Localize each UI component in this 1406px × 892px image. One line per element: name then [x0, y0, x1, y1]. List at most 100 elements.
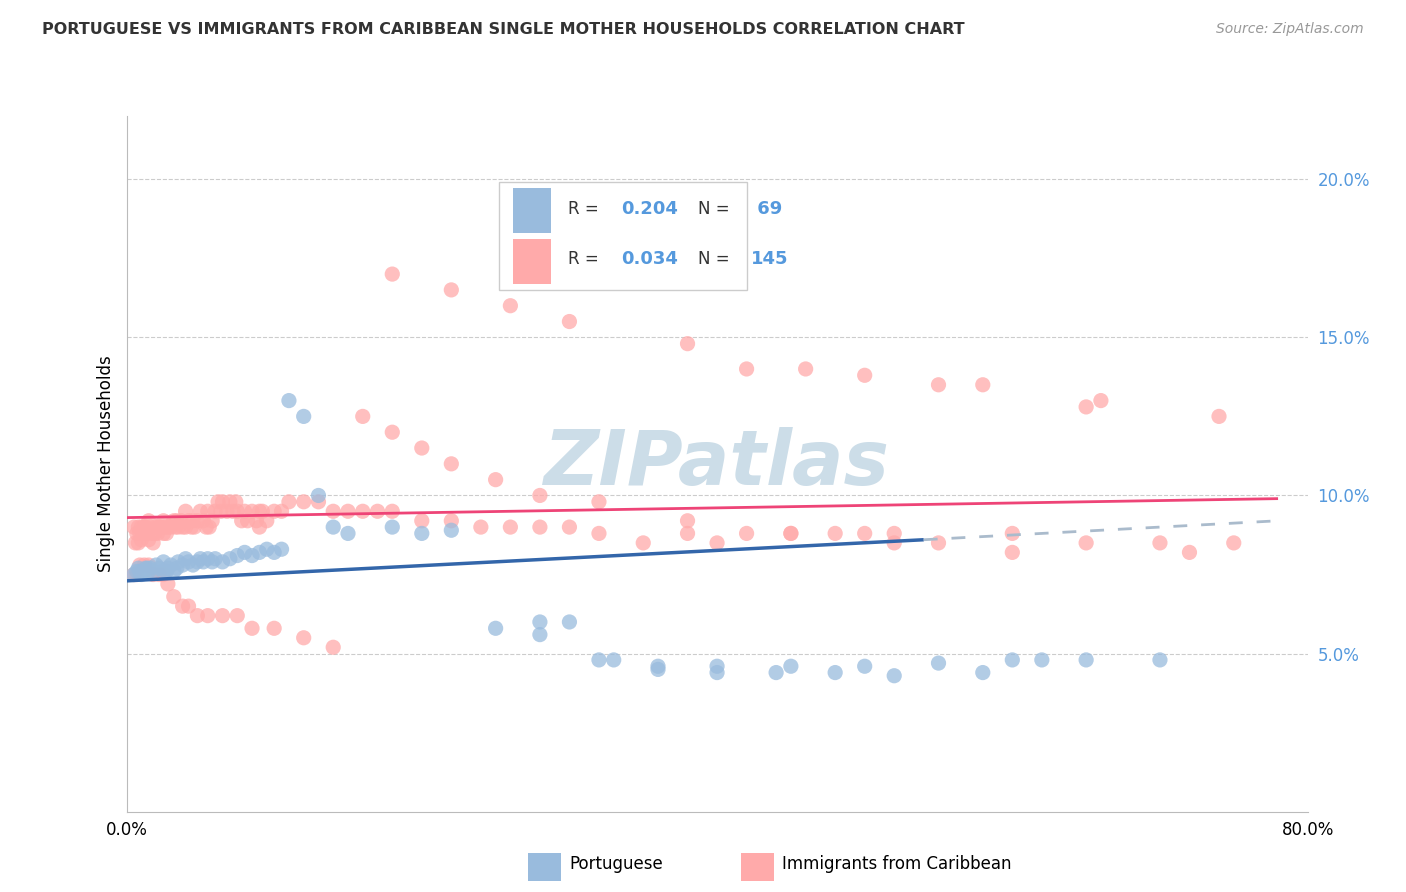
Point — [499, 520, 522, 534]
Point — [278, 393, 301, 408]
Point — [883, 536, 905, 550]
Point — [440, 514, 463, 528]
Point — [824, 526, 846, 541]
Point — [195, 520, 218, 534]
Point — [204, 504, 226, 518]
Point — [352, 409, 374, 424]
Point — [155, 526, 177, 541]
Point — [735, 362, 758, 376]
Point — [167, 555, 190, 569]
Point — [128, 526, 150, 541]
Point — [588, 526, 610, 541]
Point — [136, 561, 159, 575]
Point — [558, 615, 581, 629]
Point — [122, 520, 145, 534]
Point — [794, 362, 817, 376]
Point — [381, 425, 404, 440]
Point — [174, 551, 197, 566]
Point — [337, 526, 360, 541]
Point — [134, 526, 156, 541]
Point — [883, 526, 905, 541]
Point — [153, 520, 176, 534]
Point — [245, 514, 267, 528]
Point — [226, 549, 249, 563]
Point — [972, 377, 994, 392]
Point — [706, 665, 728, 680]
Point — [676, 336, 699, 351]
Point — [292, 409, 315, 424]
Point — [381, 504, 404, 518]
Text: N =: N = — [699, 251, 735, 268]
Point — [155, 565, 177, 579]
Point — [558, 520, 581, 534]
Point — [180, 520, 202, 534]
Point — [139, 561, 162, 575]
Point — [172, 558, 194, 572]
Point — [197, 608, 219, 623]
Point — [219, 551, 242, 566]
Point — [322, 504, 344, 518]
Point — [366, 504, 388, 518]
Point — [122, 567, 145, 582]
Point — [470, 520, 492, 534]
Point — [307, 488, 329, 502]
Point — [484, 473, 508, 487]
Point — [381, 267, 404, 281]
Point — [188, 504, 211, 518]
Point — [270, 504, 292, 518]
Point — [127, 520, 149, 534]
Point — [163, 565, 186, 579]
Point — [240, 504, 263, 518]
Point — [1076, 536, 1098, 550]
Point — [186, 608, 208, 623]
Point — [156, 561, 179, 575]
Text: Immigrants from Caribbean: Immigrants from Caribbean — [782, 855, 1011, 873]
Point — [779, 526, 801, 541]
Text: N =: N = — [699, 200, 735, 218]
Text: R =: R = — [568, 251, 605, 268]
Point — [411, 441, 433, 455]
Point — [174, 504, 197, 518]
Point — [735, 526, 758, 541]
Point — [824, 665, 846, 680]
Point — [166, 514, 188, 528]
Point — [1222, 536, 1246, 550]
Point — [135, 520, 157, 534]
Point — [853, 526, 876, 541]
Point — [142, 565, 165, 579]
Point — [138, 514, 160, 528]
Point — [765, 665, 787, 680]
Point — [197, 504, 219, 518]
Point — [1031, 653, 1053, 667]
Text: 69: 69 — [751, 200, 783, 218]
Point — [499, 299, 522, 313]
Point — [215, 504, 238, 518]
Point — [853, 659, 876, 673]
Point — [127, 536, 149, 550]
Point — [135, 561, 157, 575]
Point — [278, 495, 301, 509]
Point — [529, 615, 551, 629]
Point — [322, 520, 344, 534]
Point — [146, 526, 169, 541]
Point — [381, 520, 404, 534]
Point — [1076, 653, 1098, 667]
Point — [209, 504, 232, 518]
Point — [440, 523, 463, 537]
Point — [122, 567, 145, 582]
Point — [177, 599, 200, 614]
Point — [156, 520, 179, 534]
Point — [1001, 545, 1024, 559]
Point — [188, 551, 211, 566]
Point — [145, 558, 167, 572]
Point — [1178, 545, 1201, 559]
Point — [152, 565, 174, 579]
Point — [181, 558, 204, 572]
Point — [676, 514, 699, 528]
Point — [177, 514, 200, 528]
Point — [142, 536, 165, 550]
Text: PORTUGUESE VS IMMIGRANTS FROM CARIBBEAN SINGLE MOTHER HOUSEHOLDS CORRELATION CHA: PORTUGUESE VS IMMIGRANTS FROM CARIBBEAN … — [42, 22, 965, 37]
Point — [136, 526, 159, 541]
FancyBboxPatch shape — [529, 854, 561, 881]
Point — [292, 495, 315, 509]
